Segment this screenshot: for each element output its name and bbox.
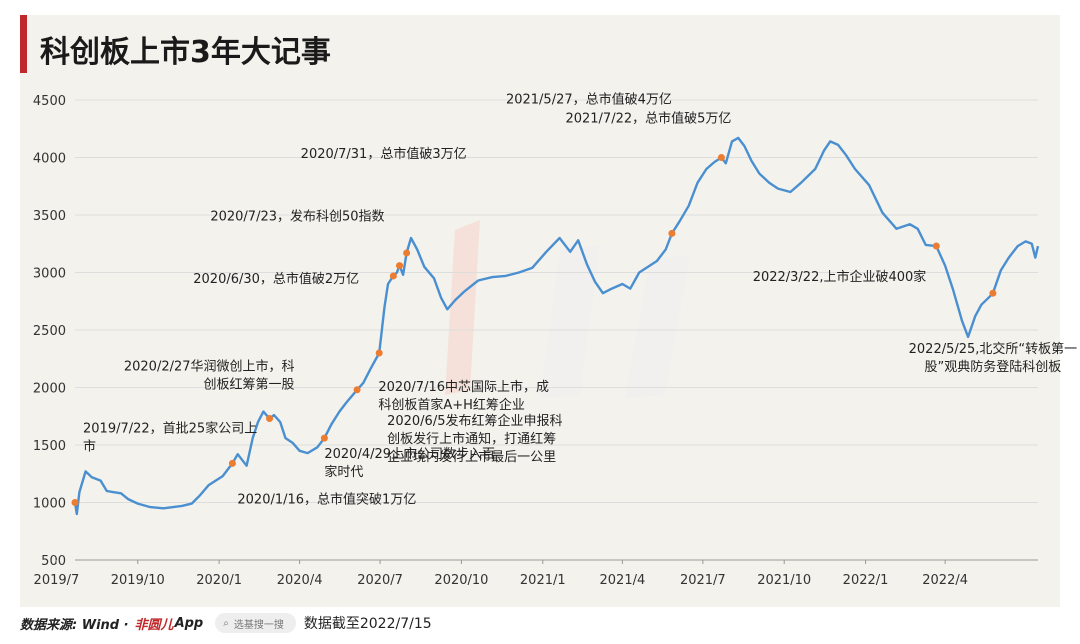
event-marker — [389, 272, 397, 280]
grid-lines — [75, 99, 1038, 561]
x-tick-label: 2020/1 — [196, 573, 242, 588]
event-labels: 2019/7/22，首批25家公司上市 2020/1/16，总市值突破1万亿 202… — [83, 91, 1077, 507]
event-marker — [396, 262, 404, 270]
watermark-logo — [445, 220, 690, 398]
watermark-stroke — [445, 220, 480, 395]
x-tick-label: 2020/4 — [277, 573, 323, 588]
event-annotation: 2020/7/16中芯国际上市，成科创板首家A+H红筹企业 — [378, 379, 549, 413]
x-tick-label: 2019/7 — [34, 573, 80, 588]
event-marker — [266, 415, 274, 423]
event-marker — [668, 229, 676, 237]
event-markers — [71, 154, 997, 506]
x-tick-label: 2021/10 — [757, 573, 811, 588]
line-chart: 500 1000 1500 2000 2500 3000 3500 4000 4500 2019… — [33, 91, 1077, 588]
event-marker — [717, 154, 725, 161]
x-tick-label: 2019/10 — [111, 573, 165, 588]
event-annotation: 2020/7/23，发布科创50指数 — [210, 209, 384, 225]
y-tick-label: 3500 — [33, 209, 66, 224]
search-icon: ⌕ — [223, 617, 229, 629]
search-pill[interactable]: ⌕ 选基搜一搜 — [215, 613, 296, 633]
x-tick-label: 2022/1 — [843, 573, 889, 588]
y-tick-label: 500 — [41, 554, 66, 569]
watermark-stroke — [625, 255, 690, 398]
y-tick-label: 4500 — [33, 94, 66, 109]
y-axis: 500 1000 1500 2000 2500 3000 3500 4000 4500 — [33, 94, 66, 569]
y-tick-label: 2500 — [33, 324, 66, 339]
chart-card — [20, 15, 1060, 607]
event-annotation: 2019/7/22，首批25家公司上市 — [83, 421, 257, 455]
event-marker — [228, 459, 236, 467]
event-marker — [989, 289, 997, 297]
title-accent-bar — [20, 15, 27, 73]
y-tick-label: 4000 — [33, 152, 66, 167]
page-title: 科创板上市3年大记事 — [40, 35, 331, 70]
event-annotation: 2021/5/27，总市值破4万亿 — [506, 91, 672, 107]
x-tick-label: 2020/7 — [357, 573, 403, 588]
event-annotation: 2020/1/16，总市值突破1万亿 — [237, 491, 416, 507]
event-annotation: 2020/2/27华润微创上市，科创板红筹第一股 — [124, 359, 295, 393]
event-marker — [71, 499, 79, 506]
y-tick-label: 1500 — [33, 439, 66, 454]
y-tick-label: 2000 — [33, 382, 66, 397]
app-brand: 非圆儿 — [134, 617, 174, 633]
series-group — [73, 136, 1040, 516]
watermark-stroke — [540, 245, 600, 398]
event-annotation: 2021/7/22，总市值破5万亿 — [565, 111, 731, 127]
event-marker — [932, 242, 940, 250]
app-suffix: App — [174, 615, 204, 631]
search-placeholder: 选基搜一搜 — [233, 619, 284, 631]
event-marker — [353, 386, 361, 394]
y-tick-label: 3000 — [33, 267, 66, 282]
x-tick-label: 2021/1 — [520, 573, 566, 588]
event-annotation: 2022/5/25,北交所“转板第一股”观典防务登陆科创板 — [909, 341, 1078, 375]
event-annotation: 2020/6/5发布红筹企业申报科创板发行上市通知，打通红筹企业境内发行上市最后… — [387, 413, 562, 465]
data-cutoff-note: 数据截至2022/7/15 — [303, 616, 432, 632]
footer: 数据来源: Wind · 非圆儿 App ⌕ 选基搜一搜 数据截至2022/7/… — [20, 612, 432, 634]
event-annotation: 2020/7/31，总市值破3万亿 — [301, 146, 467, 162]
event-annotation: 2020/4/29上市公司数步入百家时代 — [324, 446, 495, 480]
x-tick-label: 2020/10 — [434, 573, 488, 588]
y-tick-label: 1000 — [33, 497, 66, 512]
x-tick-label: 2021/7 — [680, 573, 726, 588]
x-tick-label: 2022/4 — [922, 573, 968, 588]
event-marker — [375, 349, 383, 357]
x-axis: 2019/7 2019/10 2020/1 2020/4 2020/7 2020/10 20… — [34, 559, 1038, 588]
data-source: 数据来源: Wind · — [20, 617, 129, 633]
series-line — [73, 136, 1040, 516]
event-annotation: 2022/3/22,上市企业破400家 — [753, 269, 927, 285]
event-marker — [403, 249, 411, 257]
event-marker — [320, 434, 328, 442]
x-tick-label: 2021/4 — [600, 573, 646, 588]
event-annotation: 2020/6/30，总市值破2万亿 — [193, 271, 359, 287]
